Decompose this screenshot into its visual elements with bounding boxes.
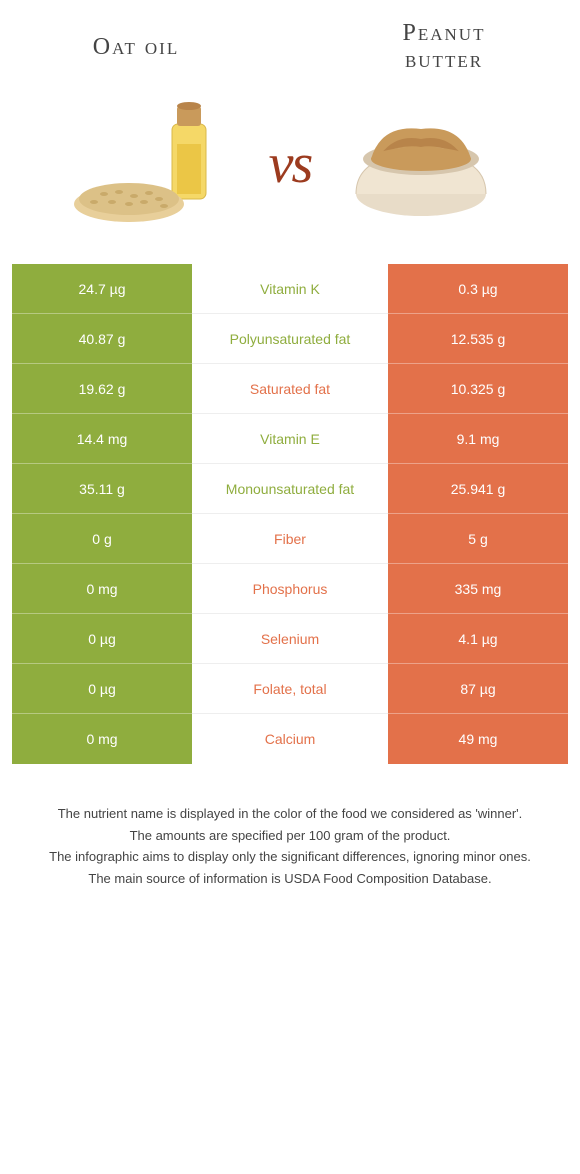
left-value: 0 mg xyxy=(12,714,192,764)
right-value: 5 g xyxy=(388,514,568,564)
left-value: 14.4 mg xyxy=(12,414,192,464)
right-value: 10.325 g xyxy=(388,364,568,414)
right-value: 9.1 mg xyxy=(388,414,568,464)
left-value: 35.11 g xyxy=(12,464,192,514)
table-row: 0 mgPhosphorus335 mg xyxy=(12,564,568,614)
nutrient-name: Folate, total xyxy=(192,664,388,714)
peanut-butter-icon xyxy=(331,94,511,234)
table-row: 35.11 gMonounsaturated fat25.941 g xyxy=(12,464,568,514)
table-row: 0 mgCalcium49 mg xyxy=(12,714,568,764)
nutrient-name: Vitamin E xyxy=(192,414,388,464)
right-value: 0.3 µg xyxy=(388,264,568,314)
table-row: 14.4 mgVitamin E9.1 mg xyxy=(12,414,568,464)
nutrient-name: Saturated fat xyxy=(192,364,388,414)
left-value: 0 g xyxy=(12,514,192,564)
left-value: 24.7 µg xyxy=(12,264,192,314)
left-value: 0 mg xyxy=(12,564,192,614)
left-value: 0 µg xyxy=(12,664,192,714)
nutrient-name: Calcium xyxy=(192,714,388,764)
nutrient-name: Phosphorus xyxy=(192,564,388,614)
left-value: 40.87 g xyxy=(12,314,192,364)
footer-line: The main source of information is USDA F… xyxy=(32,869,548,889)
nutrient-table: 24.7 µgVitamin K0.3 µg40.87 gPolyunsatur… xyxy=(12,264,568,764)
footer-line: The infographic aims to display only the… xyxy=(32,847,548,867)
nutrient-name: Fiber xyxy=(192,514,388,564)
table-row: 19.62 gSaturated fat10.325 g xyxy=(12,364,568,414)
titles-row: Oat oil Peanut butter xyxy=(12,20,568,74)
nutrient-name: Selenium xyxy=(192,614,388,664)
right-value: 12.535 g xyxy=(388,314,568,364)
left-value: 0 µg xyxy=(12,614,192,664)
table-row: 0 gFiber5 g xyxy=(12,514,568,564)
nutrient-name: Monounsaturated fat xyxy=(192,464,388,514)
footer-line: The amounts are specified per 100 gram o… xyxy=(32,826,548,846)
table-row: 24.7 µgVitamin K0.3 µg xyxy=(12,264,568,314)
table-row: 40.87 gPolyunsaturated fat12.535 g xyxy=(12,314,568,364)
footer-notes: The nutrient name is displayed in the co… xyxy=(12,804,568,888)
images-row: vs xyxy=(12,94,568,234)
oat-oil-icon xyxy=(69,94,249,234)
vs-label: vs xyxy=(269,132,312,196)
right-value: 4.1 µg xyxy=(388,614,568,664)
right-food-title: Peanut butter xyxy=(320,20,568,74)
left-food-title: Oat oil xyxy=(12,34,260,61)
footer-line: The nutrient name is displayed in the co… xyxy=(32,804,548,824)
right-value: 49 mg xyxy=(388,714,568,764)
right-value: 87 µg xyxy=(388,664,568,714)
comparison-infographic: Oat oil Peanut butter xyxy=(0,0,580,920)
table-row: 0 µgFolate, total87 µg xyxy=(12,664,568,714)
table-row: 0 µgSelenium4.1 µg xyxy=(12,614,568,664)
right-value: 335 mg xyxy=(388,564,568,614)
nutrient-name: Polyunsaturated fat xyxy=(192,314,388,364)
right-value: 25.941 g xyxy=(388,464,568,514)
left-value: 19.62 g xyxy=(12,364,192,414)
nutrient-name: Vitamin K xyxy=(192,264,388,314)
